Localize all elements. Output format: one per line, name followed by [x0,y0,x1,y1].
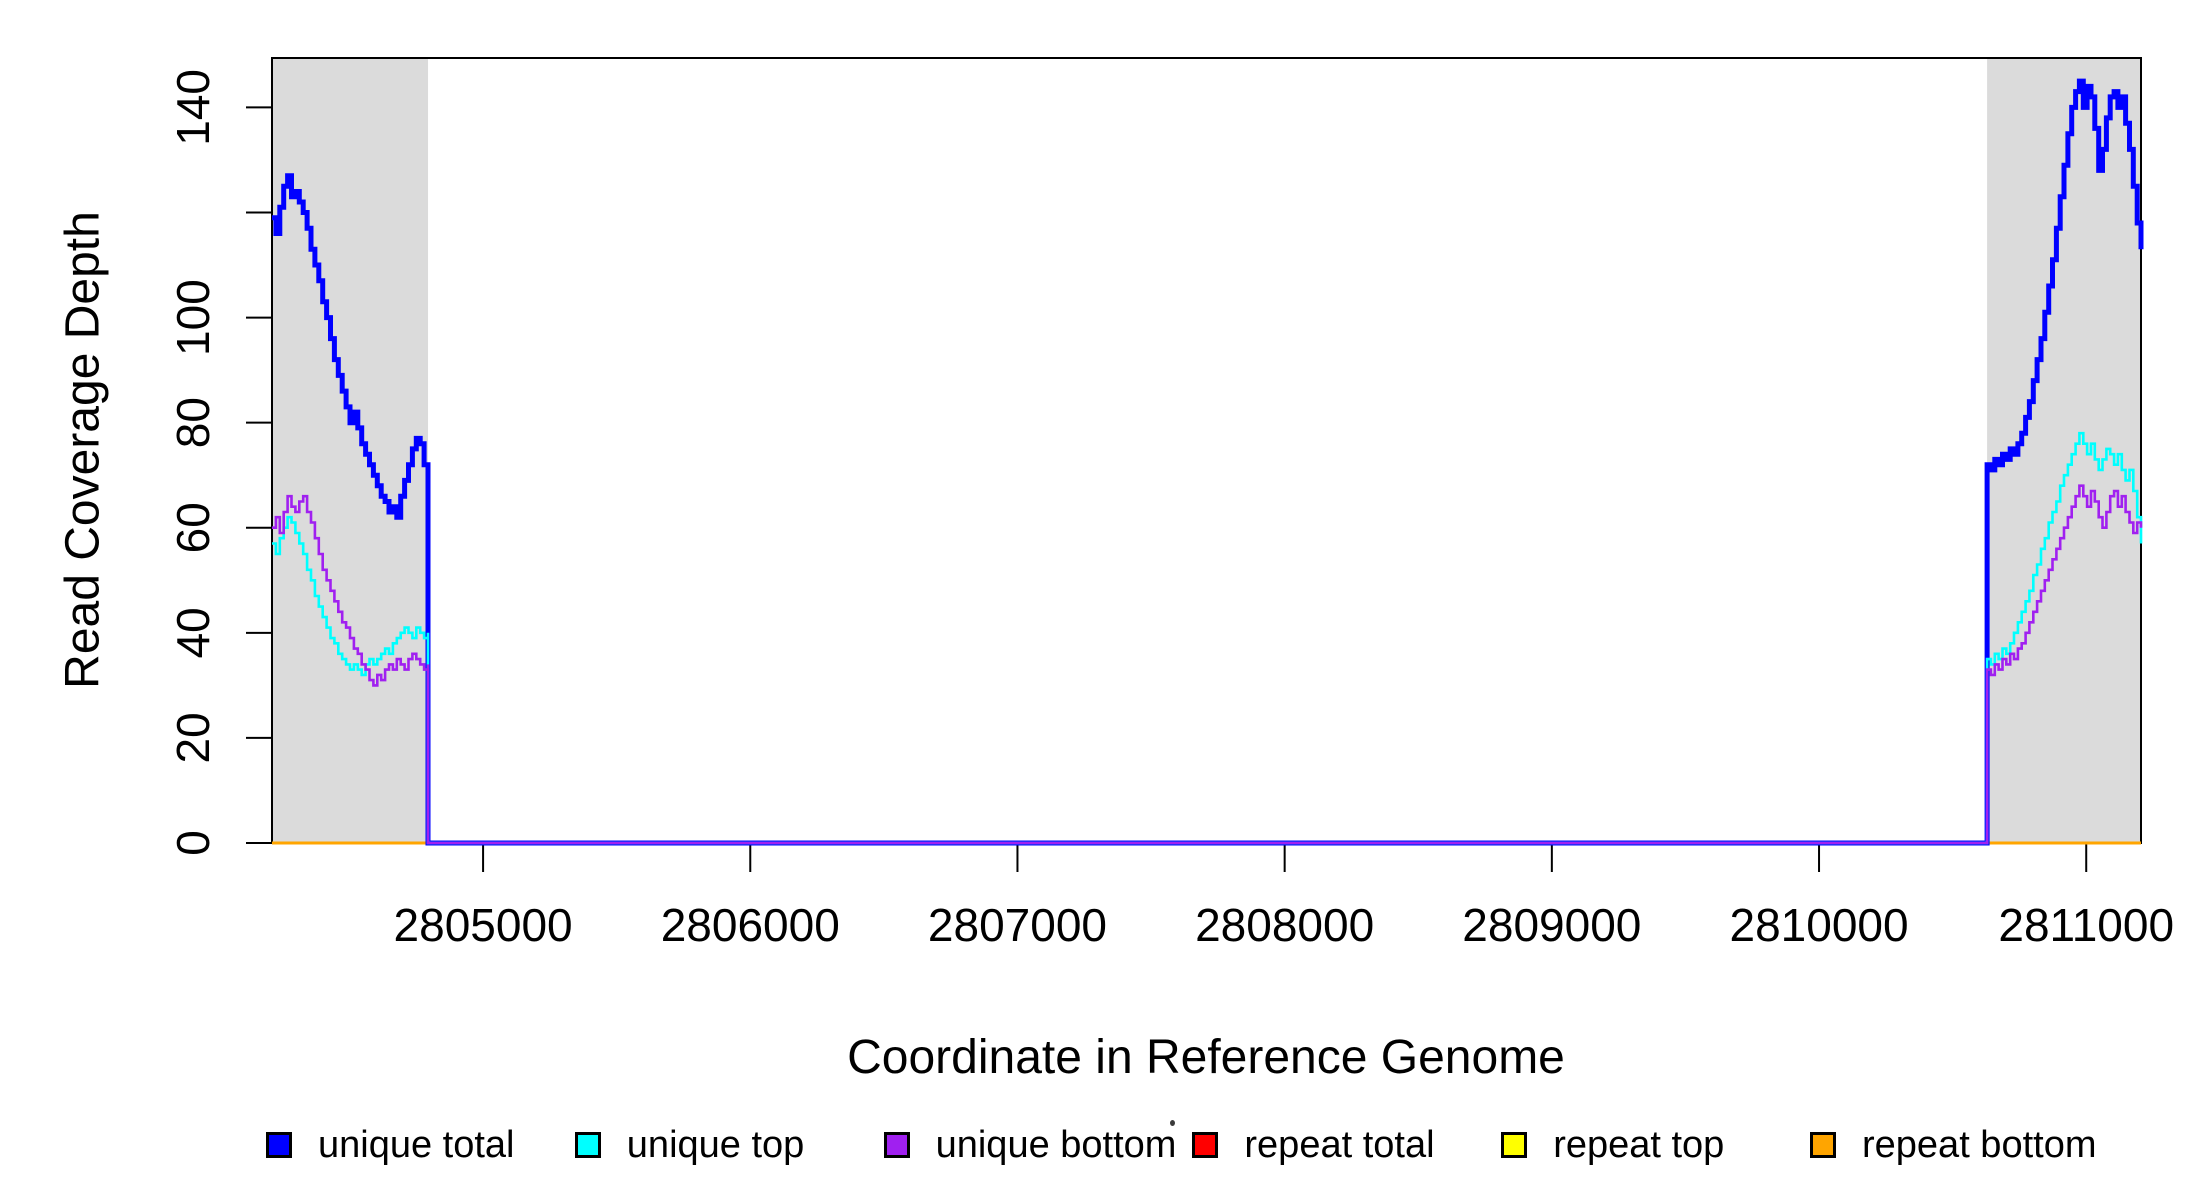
y-tick-label: 0 [167,830,219,856]
series-unique-total [272,78,2144,846]
y-axis-title: Read Coverage Depth [56,211,110,689]
x-tick-label: 2806000 [661,899,840,951]
x-tick-label: 2807000 [928,899,1107,951]
legend-item-repeat-top: repeat top [1501,1122,1724,1168]
x-axis-title: Coordinate in Reference Genome [847,1031,1565,1084]
legend-item-repeat-bottom: repeat bottom [1810,1122,2096,1168]
x-tick-label: 2808000 [1195,899,1374,951]
legend-item-unique-bottom: unique bottom [883,1122,1177,1168]
legend-label: unique top [626,1123,805,1166]
plot-border [271,57,2142,844]
y-tick-label: 100 [167,279,219,356]
legend-item-repeat-total: repeat total [1192,1122,1435,1168]
x-tick-label: 2805000 [394,899,573,951]
y-tick-label: 80 [167,397,219,448]
legend-label: repeat bottom [1862,1123,2097,1166]
legend-label: repeat total [1244,1123,1435,1166]
legend-swatch-unique-top [574,1132,601,1158]
y-tick-label: 40 [167,607,219,658]
legend-swatch-repeat-total [1192,1132,1219,1158]
legend-swatch-repeat-top [1501,1132,1528,1158]
shaded-region [272,58,429,843]
series-unique-top [272,431,2143,845]
legend-swatch-repeat-bottom [1810,1132,1836,1158]
x-tick-label: 2811000 [1998,899,2174,951]
stray-dot [1170,1120,1175,1126]
legend-label: unique total [318,1123,515,1166]
x-tick-label: 2810000 [1729,899,1908,951]
legend-swatch-unique-bottom [883,1132,910,1158]
y-tick-label: 140 [167,69,219,146]
y-tick-label: 60 [167,502,219,553]
legend-item-unique-total: unique total [266,1122,515,1168]
legend: unique total unique top unique bottom repea… [0,1122,2200,1172]
legend-swatch-unique-total [266,1132,292,1158]
y-tick-label: 20 [167,712,219,763]
legend-label: repeat top [1553,1123,1725,1166]
legend-item-unique-top: unique top [574,1122,805,1168]
series-unique-bottom [272,484,2143,845]
legend-label: unique bottom [935,1123,1177,1166]
x-tick-label: 2809000 [1462,899,1641,951]
